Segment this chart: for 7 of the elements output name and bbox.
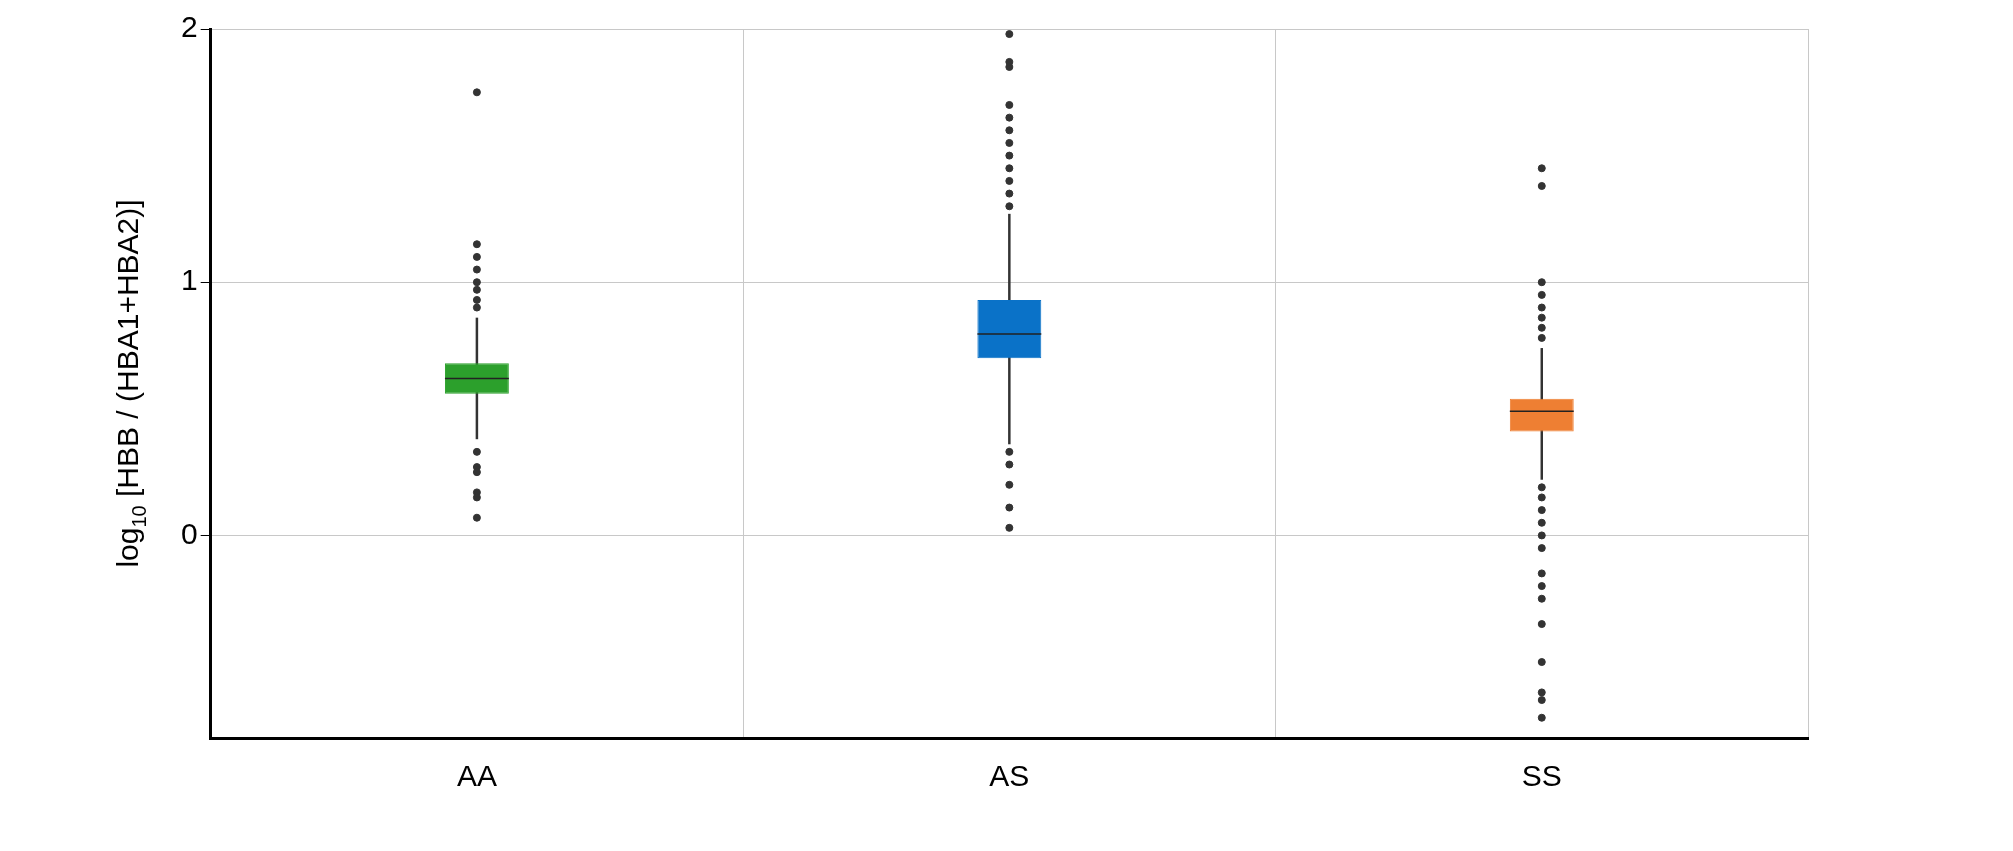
y-tick-label: 0: [181, 516, 198, 550]
x-tick-label: AS: [989, 759, 1030, 793]
y-axis-title: log10 [HBB / (HBA1+HBA2)]: [111, 199, 150, 568]
y-tick-label: 2: [181, 10, 198, 44]
x-tick-label: SS: [1521, 759, 1562, 793]
y-tick-label: 1: [181, 263, 198, 297]
x-tick-label: AA: [456, 759, 497, 793]
